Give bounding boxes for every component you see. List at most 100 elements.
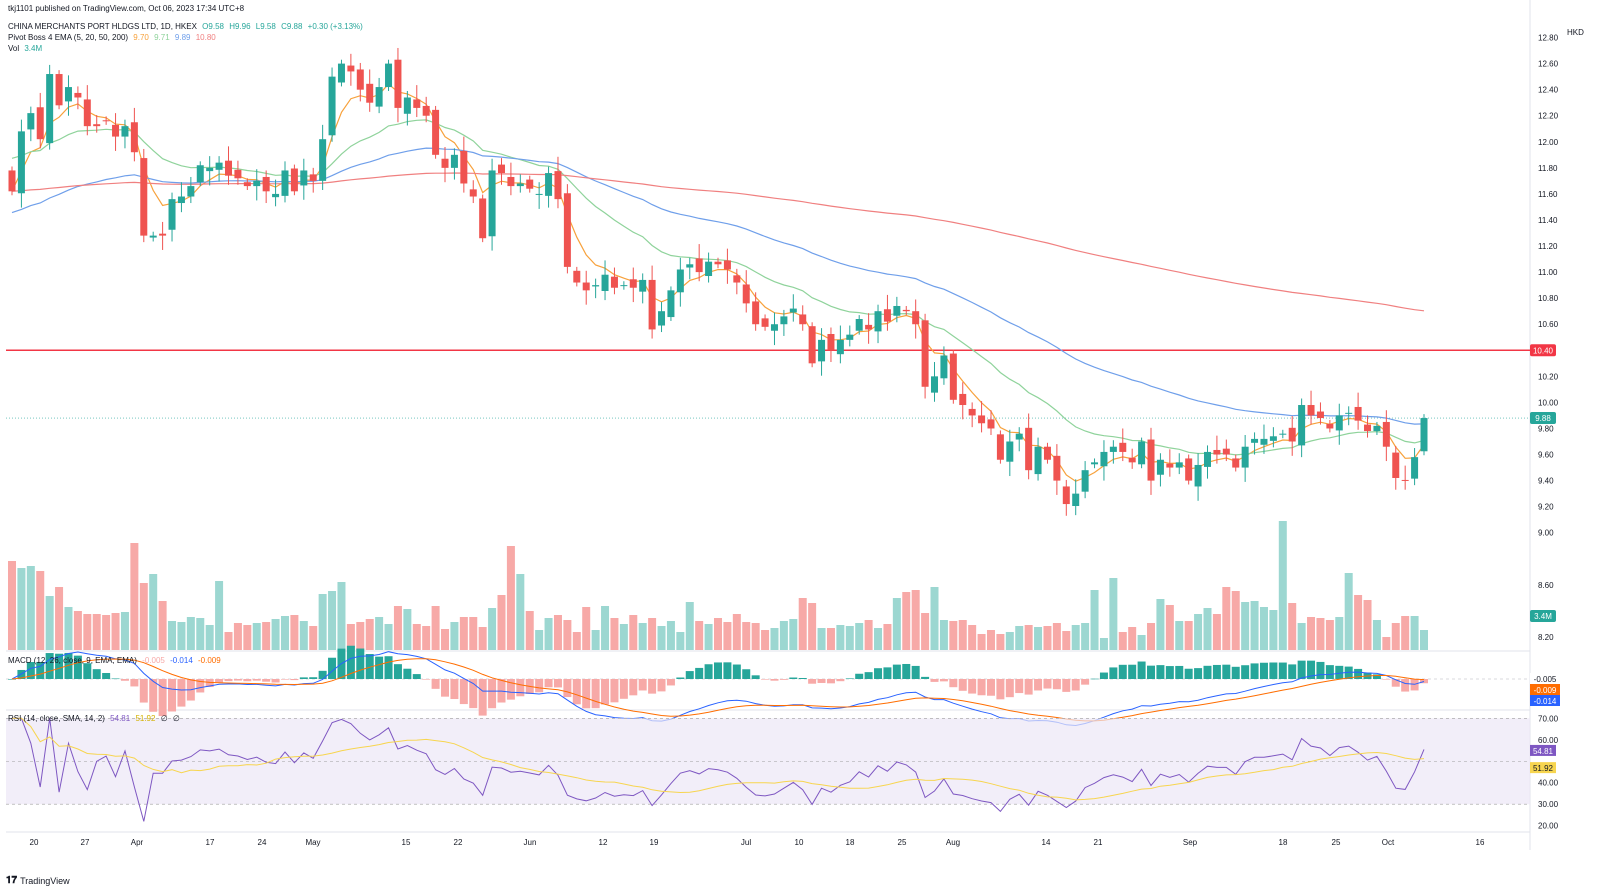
candle-body: [1100, 451, 1108, 467]
candle-body: [394, 59, 402, 108]
macd-histogram-bar: [393, 664, 402, 679]
macd-histogram-bar: [1194, 668, 1203, 679]
macd-histogram-bar: [1109, 667, 1118, 679]
macd-histogram-bar: [233, 679, 242, 681]
volume-bar: [36, 571, 45, 650]
volume-bar: [685, 602, 694, 650]
volume-bar: [714, 618, 722, 650]
candle-body: [1279, 433, 1287, 435]
candle-body: [46, 74, 54, 144]
volume-bar: [1043, 626, 1052, 650]
candle-body: [742, 284, 750, 304]
macd-histogram-bar: [1231, 666, 1240, 679]
candle-body: [1345, 412, 1353, 414]
volume-bar: [1222, 587, 1231, 650]
volume-bar: [591, 630, 600, 650]
macd-histogram-bar: [1259, 662, 1268, 679]
candle-body: [469, 189, 477, 197]
candle-body: [996, 434, 1004, 460]
time-tick-label: 16: [1476, 838, 1485, 847]
candle-body: [1053, 455, 1061, 481]
macd-histogram-bar: [817, 679, 826, 683]
tradingview-logo[interactable]: 𝟏𝟕 TradingView: [6, 875, 70, 886]
volume-bar: [1241, 602, 1250, 650]
volume-bar: [26, 566, 35, 650]
volume-bar: [789, 619, 798, 650]
macd-histogram-bar: [196, 679, 205, 693]
volume-bar: [243, 625, 252, 650]
volume-bar: [384, 624, 393, 650]
volume-bar: [309, 626, 318, 650]
macd-histogram-bar: [431, 679, 440, 689]
rsi-legend[interactable]: RSI (14, close, SMA, 14, 2) 54.81 51.92 …: [8, 714, 183, 724]
candle-body: [1147, 439, 1155, 481]
macd-signal-value: -0.009: [198, 656, 221, 665]
ema-legend[interactable]: Pivot Boss 4 EMA (5, 20, 50, 200) 9.70 9…: [8, 33, 219, 43]
volume-bar: [1024, 625, 1033, 650]
macd-histogram-bar: [83, 663, 92, 679]
candle-body: [347, 65, 355, 72]
volume-bar: [572, 632, 581, 650]
macd-histogram-bar: [1241, 665, 1250, 679]
candle-body: [610, 276, 618, 288]
macd-axis-label: -0.014: [1534, 697, 1557, 706]
volume-bar: [1372, 620, 1381, 650]
macd-histogram-bar: [648, 679, 657, 694]
macd-histogram-bar: [1372, 674, 1381, 679]
macd-axis-label-bg: [1530, 673, 1560, 684]
macd-histogram-bar: [1071, 679, 1080, 691]
macd-histogram-bar: [996, 679, 1005, 700]
candle-body: [1213, 449, 1221, 455]
time-tick-label: 10: [795, 838, 804, 847]
macd-histogram-bar: [356, 648, 365, 679]
volume-bar: [224, 632, 233, 650]
macd-histogram-bar: [1090, 678, 1099, 680]
candle-body: [1119, 442, 1127, 452]
volume-bar: [1165, 605, 1174, 650]
macd-histogram-bar: [808, 679, 817, 684]
volume-bar: [826, 628, 835, 650]
volume-bar: [441, 629, 450, 650]
volume-bar: [986, 630, 995, 650]
volume-bar: [657, 626, 666, 650]
macd-histogram-bar: [290, 679, 299, 681]
macd-label: MACD (12, 26, close, 9, EMA, EMA): [8, 656, 137, 665]
volume-bar: [996, 634, 1005, 650]
rsi-tick-label: 60.00: [1538, 736, 1559, 745]
volume-bar: [666, 621, 675, 650]
tradingview-logo-icon: 𝟏𝟕: [6, 875, 18, 886]
macd-histogram-bar: [111, 678, 120, 680]
volume-bar: [1137, 635, 1146, 650]
price-tick-label: 12.60: [1538, 60, 1559, 69]
macd-histogram-bar: [1062, 679, 1071, 692]
price-tick-label: 12.20: [1538, 112, 1559, 121]
macd-histogram-bar: [450, 679, 459, 700]
macd-histogram-bar: [723, 662, 732, 679]
volume-bar: [902, 592, 911, 650]
candle-body: [959, 393, 967, 406]
volume-bar: [73, 611, 82, 650]
candle-body: [215, 162, 223, 170]
candle-body: [74, 92, 82, 98]
volume-bar: [1335, 617, 1344, 650]
candle-body: [1109, 446, 1117, 452]
volume-bar: [808, 603, 817, 650]
symbol-name: CHINA MERCHANTS PORT HLDGS LTD, 1D, HKEX: [8, 22, 197, 31]
symbol-line[interactable]: CHINA MERCHANTS PORT HLDGS LTD, 1D, HKEX…: [8, 22, 366, 32]
macd-histogram-bar: [1034, 679, 1043, 691]
volume-bar: [290, 615, 299, 650]
rsi-axis-value: 54.81: [1533, 747, 1554, 756]
macd-histogram-bar: [1269, 662, 1278, 679]
candle-body: [1401, 479, 1409, 481]
volume-legend[interactable]: Vol 3.4M: [8, 44, 45, 54]
time-tick-label: Jul: [741, 838, 751, 847]
candle-body: [196, 165, 204, 183]
macd-histogram-bar: [761, 679, 770, 680]
macd-legend[interactable]: MACD (12, 26, close, 9, EMA, EMA) -0.005…: [8, 656, 224, 666]
macd-histogram-bar: [205, 679, 214, 688]
candle-body: [479, 198, 487, 239]
candle-body: [1156, 459, 1164, 475]
rsi-ma-value: 51.92: [135, 714, 156, 723]
price-tick-label: 9.00: [1538, 529, 1554, 538]
candle-body: [949, 353, 957, 400]
